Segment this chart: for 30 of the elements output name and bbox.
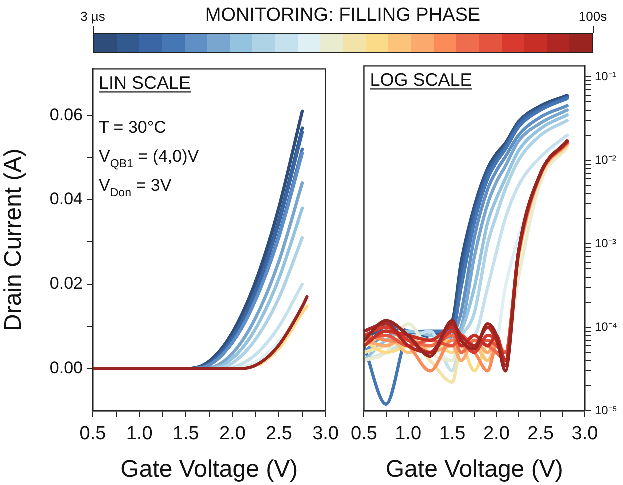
annotation: LIN SCALE <box>99 73 192 94</box>
chart-title: MONITORING: FILLING PHASE <box>205 5 481 26</box>
y-tick-label: 10⁻¹ <box>595 69 616 84</box>
x-tick-label: 0.5 <box>350 424 378 445</box>
annotation: LOG SCALE <box>370 70 472 90</box>
y-axis-title: Drain Current (A) <box>0 148 28 332</box>
text: 100s <box>578 9 608 24</box>
text: 3 µs <box>80 9 106 24</box>
x-tick-label: 3.0 <box>312 424 340 445</box>
y-tick-label: 10⁻⁵ <box>595 403 618 418</box>
x-tick-label: 1.0 <box>126 424 153 445</box>
y-tick-label: 0.06 <box>50 105 83 124</box>
x-axis-title: Gate Voltage (V) <box>386 456 564 484</box>
y-tick-label: 10⁻⁴ <box>595 320 618 334</box>
y-tick-label: 0.00 <box>50 358 83 378</box>
x-tick-label: 1.5 <box>172 424 200 445</box>
y-tick-label: 0.02 <box>50 274 83 294</box>
x-tick-label: 2.5 <box>528 424 554 445</box>
x-tick-label: 0.5 <box>80 424 106 445</box>
x-tick-label: 2.5 <box>266 424 292 445</box>
x-tick-label: 1.0 <box>395 424 422 445</box>
annotation: T = 30°C <box>99 118 166 138</box>
x-tick-label: 3.0 <box>572 424 598 445</box>
x-axis-title: Gate Voltage (V) <box>120 456 298 484</box>
y-tick-label: 10⁻³ <box>595 236 616 250</box>
x-tick-label: 2.0 <box>483 424 510 445</box>
x-tick-label: 1.5 <box>439 424 466 445</box>
y-tick-label: 0.04 <box>50 190 83 209</box>
y-tick-label: 10⁻² <box>595 152 616 167</box>
x-tick-label: 2.0 <box>219 424 246 445</box>
